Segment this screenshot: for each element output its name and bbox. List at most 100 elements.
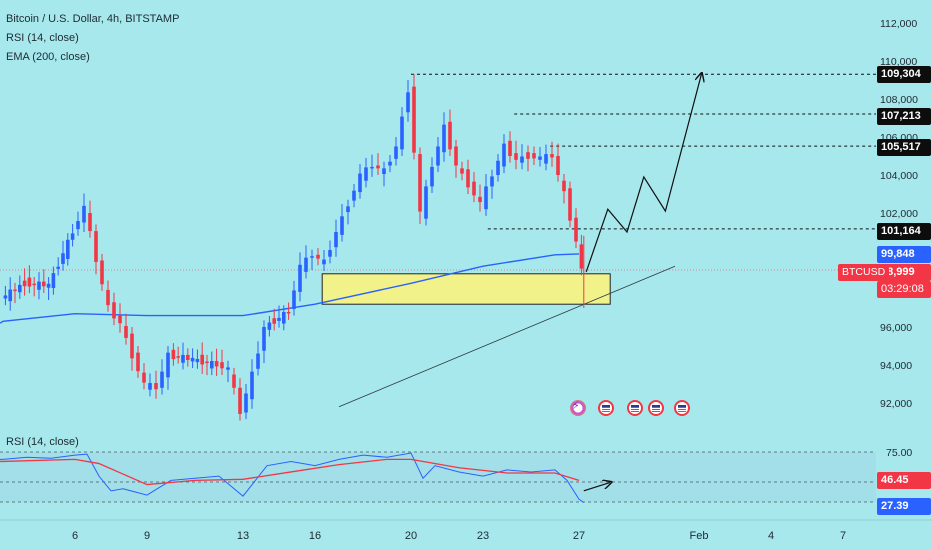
candle-body [316,254,320,259]
time-tick-label: Feb [690,530,709,542]
candle-body [118,315,122,324]
candle-body [520,156,524,163]
candle-body [267,322,272,330]
candle-body [346,206,350,213]
demand-zone [321,273,611,305]
candle-body [18,284,22,293]
candle-body [82,205,86,223]
legend-ema: EMA (200, close) [6,51,90,63]
candle-body [176,356,180,358]
candle-body [282,311,286,324]
candle-body [579,244,584,269]
trendline-line [338,265,676,408]
price-tick-label: 96,000 [880,322,912,334]
time-axis: 6 9 13 16 20 23 27 Feb 4 7 [0,519,932,542]
candle-body [526,152,530,159]
candle-body [66,239,70,259]
candle-body [238,387,242,414]
candle-body [256,353,260,369]
candle-body [136,352,140,372]
level-tag-3: 105,517 [877,139,931,156]
candle-body [56,266,60,269]
candle-body [220,362,224,369]
candle-body [550,154,554,158]
candle-body [226,367,230,370]
us-flag-icon[interactable] [627,400,643,416]
candle-body [88,213,92,232]
candle-body [160,371,164,388]
candle-body [214,361,219,367]
candle-body [171,349,176,360]
candle-body [430,166,434,187]
rsi-projection [583,482,610,492]
candle-body [272,318,276,324]
rsi-band [0,452,876,502]
candle-body [166,352,170,378]
candle-body [532,153,536,159]
rsi-line [0,452,585,503]
candle-body [8,289,12,302]
candle-body [454,146,458,166]
ema-tag: 99,848 [877,246,931,263]
candle-body [334,232,338,248]
candle-body [442,124,446,153]
time-tick-label: 16 [309,530,321,542]
demand-zone-rect [321,273,611,305]
candle-body [51,273,56,289]
candle-body [376,165,380,169]
horizontal-levels [0,73,876,271]
candle-body [484,186,488,210]
candle-body [106,289,110,306]
candle-body [94,231,98,262]
time-tick-label: 7 [840,530,846,542]
last-price-tag: 98,999 [877,264,931,281]
us-flag-icon[interactable] [648,400,664,416]
chart-title: Bitcoin / U.S. Dollar, 4h, BITSTAMP [6,13,180,25]
rsi-panel-title: RSI (14, close) [6,436,79,448]
candle-body [250,371,254,400]
candle-body [46,283,51,288]
candle-body [340,216,344,235]
candle-body [310,256,314,258]
candle-body [472,181,476,196]
time-tick-label: 23 [477,530,489,542]
candle-body [42,281,46,287]
candle-body [298,264,302,292]
time-tick-label: 9 [144,530,150,542]
candle-body [496,160,500,175]
candle-body [370,166,374,169]
candle-body [292,290,296,309]
candle-body [556,156,560,175]
candle-body [412,86,416,153]
candle-body [244,393,248,413]
candle-body [186,354,190,360]
candle-body [574,217,578,242]
candle-body [61,253,65,264]
candle-body [448,121,452,150]
candle-body [200,354,204,365]
candle-body [358,173,362,193]
time-tick-label: 13 [237,530,249,542]
candle-body [400,116,404,150]
candle-body [478,196,482,203]
candle-body [568,188,572,221]
candle-body [538,156,542,160]
level-tag-2: 107,213 [877,108,931,125]
us-flag-icon[interactable] [598,400,614,416]
time-tick-label: 27 [573,530,585,542]
us-flag-icon[interactable] [674,400,690,416]
level-tag-1: 109,304 [877,66,931,83]
candle-body [142,372,146,383]
symbol-badge: BTCUSD [838,264,890,281]
candle-body [195,359,200,363]
legend-rsi: RSI (14, close) [6,32,79,44]
bolt-icon[interactable] [570,399,586,416]
candle-body [27,277,32,287]
price-tick-label: 92,000 [880,398,912,410]
price-tick-label: 112,000 [880,18,917,30]
time-tick-label: 4 [768,530,774,542]
rsi-tick-label: 75.00 [886,447,912,459]
candle-body [460,168,464,174]
chart-legend: Bitcoin / U.S. Dollar, 4h, BITSTAMP RSI … [6,10,179,67]
